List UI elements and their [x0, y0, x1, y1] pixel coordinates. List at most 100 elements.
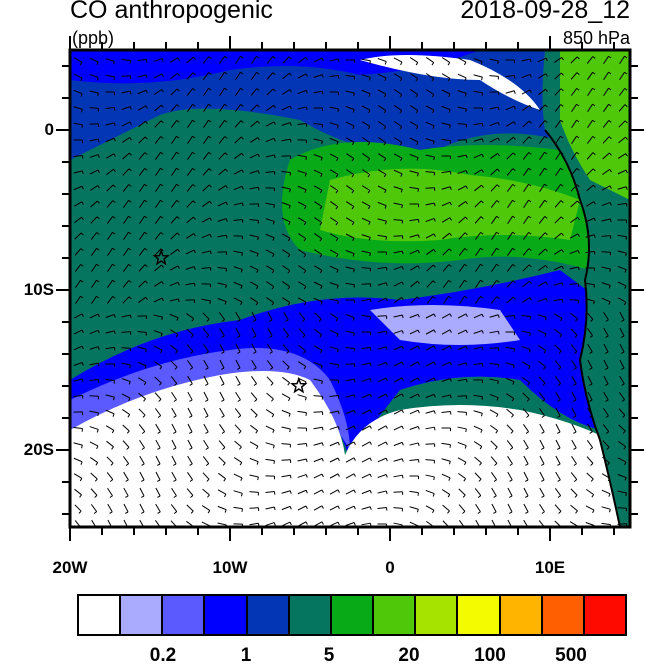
wind-barb-flag — [573, 431, 577, 434]
wind-barb — [538, 120, 546, 128]
wind-barb — [171, 455, 177, 465]
wind-barb-flag — [94, 478, 98, 482]
wind-barb — [234, 120, 242, 128]
wind-barb — [106, 216, 114, 224]
wind-barb-flag — [273, 121, 276, 125]
wind-barb — [537, 57, 547, 63]
wind-barb — [425, 154, 435, 158]
wind-barb — [155, 199, 161, 209]
wind-barb — [409, 313, 419, 319]
wind-barb — [297, 458, 307, 462]
wind-barb-flag — [624, 71, 628, 75]
axis-ticks — [56, 36, 644, 541]
wind-barb — [458, 248, 466, 256]
wind-barb — [90, 457, 98, 463]
wind-barb — [233, 457, 243, 463]
wind-barb — [107, 231, 113, 241]
wind-barb — [619, 343, 625, 353]
wind-barb — [186, 488, 194, 496]
wind-barb — [393, 441, 403, 447]
wind-barb-flag — [221, 351, 225, 354]
wind-barb — [203, 391, 209, 401]
wind-barb-flag — [192, 88, 196, 91]
wind-barb — [281, 265, 291, 271]
wind-barb-flag — [529, 105, 532, 109]
wind-barb-flag — [465, 154, 468, 159]
wind-barb-flag — [145, 120, 148, 125]
wind-barb — [233, 297, 243, 303]
wind-barb — [393, 330, 403, 334]
wind-barb — [570, 200, 578, 208]
wind-barb — [73, 378, 83, 382]
wind-barb-flag — [605, 351, 609, 354]
wind-barb — [393, 186, 403, 190]
wind-barb — [329, 505, 339, 511]
wind-barb-flag — [481, 169, 484, 173]
wind-barb — [554, 88, 562, 96]
wind-barb — [522, 376, 530, 384]
wind-barb — [265, 506, 275, 510]
wind-barb-flag — [385, 362, 388, 366]
wind-barb-flag — [621, 335, 625, 338]
wind-barb — [409, 458, 419, 462]
wind-barb-flag — [528, 120, 532, 124]
wind-barb — [505, 74, 515, 78]
wind-barb — [265, 218, 275, 222]
wind-barb-flag — [545, 88, 548, 92]
wind-barb — [90, 248, 98, 256]
wind-barb-flag — [608, 55, 612, 59]
wind-barb — [297, 217, 307, 223]
wind-barb-flag — [128, 247, 132, 251]
wind-barb — [266, 72, 274, 80]
wind-barb — [313, 138, 323, 142]
wind-barb-flag — [493, 479, 497, 482]
wind-barb-flag — [480, 263, 484, 267]
wind-barb — [377, 441, 387, 447]
wind-barb-flag — [271, 286, 275, 290]
wind-barb-flag — [129, 137, 132, 141]
wind-barb — [281, 105, 291, 111]
wind-barb-flag — [625, 492, 627, 497]
wind-barb — [537, 329, 547, 335]
wind-barb — [505, 362, 515, 366]
wind-barb-flag — [449, 232, 452, 236]
wind-barb — [523, 215, 529, 225]
wind-barb-flag — [176, 216, 180, 220]
wind-barb — [89, 329, 99, 335]
wind-barb — [489, 347, 499, 349]
wind-barb — [219, 87, 225, 97]
wind-barb-flag — [608, 71, 612, 75]
wind-barb-flag — [607, 478, 611, 482]
wind-barb-flag — [141, 447, 145, 450]
wind-barb — [313, 505, 323, 511]
wind-barb-flag — [353, 489, 356, 494]
wind-barb-flag — [367, 126, 371, 130]
wind-barb — [266, 360, 274, 368]
wind-barb — [281, 138, 291, 142]
wind-barb-flag — [497, 331, 500, 335]
wind-barb — [585, 234, 595, 238]
wind-barb-flag — [464, 232, 468, 236]
wind-barb-flag — [337, 442, 340, 446]
wind-barb — [505, 314, 515, 318]
wind-barb — [282, 72, 290, 80]
wind-barb — [473, 169, 483, 175]
colorbar-swatch — [331, 596, 375, 634]
wind-barb — [219, 375, 225, 385]
wind-barb — [314, 312, 322, 320]
wind-barb — [313, 57, 323, 63]
wind-barb — [297, 410, 307, 414]
lat-label: 10S — [23, 280, 54, 299]
wind-barb-flag — [224, 103, 228, 107]
wind-barb — [617, 265, 627, 271]
wind-barb-flag — [545, 265, 548, 269]
star-marker-icon — [152, 248, 170, 266]
wind-barb-flag — [625, 153, 628, 157]
wind-barb — [251, 376, 257, 384]
wind-barb-flag — [208, 184, 212, 188]
wind-barb — [555, 167, 561, 177]
wind-barb-flag — [176, 104, 180, 108]
wind-barb — [186, 104, 194, 112]
wind-barb-flag — [128, 381, 131, 385]
wind-barb — [171, 423, 177, 433]
